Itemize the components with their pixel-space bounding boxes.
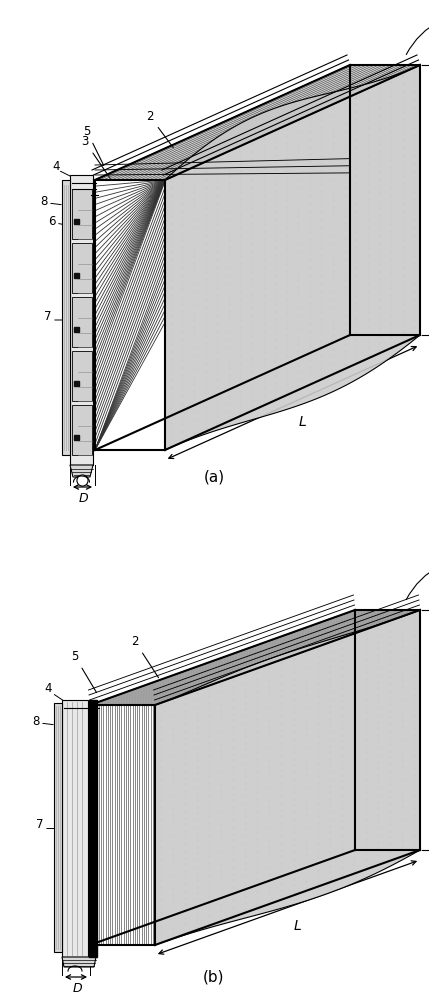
Polygon shape bbox=[155, 610, 420, 945]
Text: 8: 8 bbox=[32, 715, 39, 728]
Text: 2: 2 bbox=[131, 635, 158, 678]
Polygon shape bbox=[95, 65, 420, 180]
Text: 4: 4 bbox=[44, 682, 51, 695]
Polygon shape bbox=[95, 180, 165, 450]
Polygon shape bbox=[72, 405, 92, 455]
Polygon shape bbox=[74, 327, 79, 332]
Text: 1: 1 bbox=[406, 555, 429, 600]
Polygon shape bbox=[72, 189, 92, 239]
Text: L: L bbox=[299, 414, 306, 428]
Text: 7: 7 bbox=[44, 310, 51, 323]
Polygon shape bbox=[62, 700, 88, 957]
Text: 7: 7 bbox=[36, 818, 43, 832]
Polygon shape bbox=[165, 65, 420, 450]
Text: 4: 4 bbox=[52, 160, 60, 173]
Text: 1: 1 bbox=[406, 10, 429, 55]
Polygon shape bbox=[54, 703, 62, 952]
Polygon shape bbox=[70, 175, 93, 465]
Polygon shape bbox=[155, 610, 420, 945]
Text: D: D bbox=[72, 982, 82, 995]
Polygon shape bbox=[72, 297, 92, 347]
Polygon shape bbox=[62, 957, 96, 967]
Text: (b): (b) bbox=[203, 970, 225, 985]
Polygon shape bbox=[62, 180, 70, 455]
Polygon shape bbox=[74, 381, 79, 386]
Polygon shape bbox=[72, 351, 92, 401]
Polygon shape bbox=[89, 700, 97, 957]
Polygon shape bbox=[90, 610, 420, 705]
Polygon shape bbox=[72, 243, 92, 293]
Text: 6: 6 bbox=[48, 215, 55, 228]
Polygon shape bbox=[70, 465, 93, 477]
Text: 3: 3 bbox=[82, 135, 124, 198]
Text: D: D bbox=[79, 492, 88, 505]
Text: 5: 5 bbox=[71, 650, 97, 693]
Polygon shape bbox=[74, 219, 79, 224]
Polygon shape bbox=[74, 273, 79, 278]
Text: 8: 8 bbox=[40, 195, 47, 208]
Polygon shape bbox=[165, 65, 420, 450]
Text: 2: 2 bbox=[146, 110, 173, 148]
Text: L: L bbox=[293, 920, 302, 934]
Text: (a): (a) bbox=[203, 470, 224, 485]
Text: 5: 5 bbox=[83, 125, 104, 166]
Polygon shape bbox=[74, 435, 79, 440]
Polygon shape bbox=[90, 705, 155, 945]
